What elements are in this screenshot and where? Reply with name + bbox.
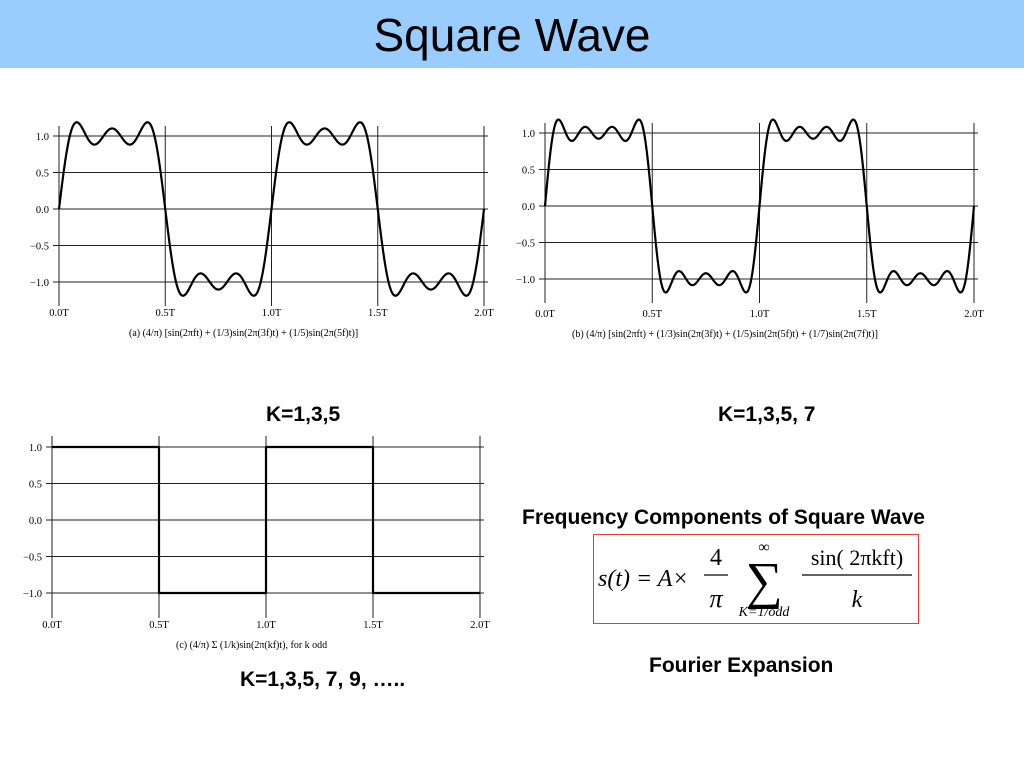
chart-caption: (b) (4/π) [sin(2πft) + (1/3)sin(2π(3f)t)…	[572, 329, 878, 340]
y-tick-label: 0.0	[36, 205, 49, 216]
chart-svg: 1.0 0.5 0.0 −0.5 −1.0 0.0T 0.5T 1.0T 1.5T 2.0T (a)…	[30, 121, 494, 339]
k-label-b: K=1,3,5, 7	[718, 403, 816, 426]
sigma-icon: ∑	[745, 553, 782, 610]
x-tick-label: 0.5T	[155, 308, 175, 319]
y-tick-label: 0.5	[522, 166, 535, 177]
series-line	[52, 445, 480, 595]
x-tick-label: 0.0T	[42, 620, 62, 631]
x-tick-label: 1.0T	[256, 620, 276, 631]
chart-svg: 1.0 0.5 0.0 −0.5 −1.0 0.0T 0.5T 1.0T 1.5T 2.0T (b)…	[516, 118, 984, 340]
frequency-components-title: Frequency Components of Square Wave	[522, 506, 925, 529]
y-tick-label: −1.0	[30, 278, 49, 289]
y-tick-label: 0.0	[29, 516, 42, 527]
x-tick-label: 0.5T	[149, 620, 169, 631]
x-tick-label: 1.5T	[368, 308, 388, 319]
x-tick-label: 1.5T	[857, 309, 877, 320]
formula-lhs: s(t) = A×	[598, 566, 689, 592]
y-tick-label: 1.0	[522, 129, 535, 140]
x-tick-label: 0.5T	[642, 309, 662, 320]
x-tick-label: 1.0T	[262, 308, 282, 319]
chart-caption: (c) (4/π) Σ (1/k)sin(2π(kf)t), for k odd	[176, 640, 327, 651]
y-tick-label: −1.0	[23, 589, 42, 600]
x-tick-label: 0.0T	[49, 308, 69, 319]
y-tick-label: 1.0	[36, 132, 49, 143]
x-tick-label: 0.0T	[535, 309, 555, 320]
page-title: Square Wave	[373, 9, 651, 61]
plot-a: 1.0 0.5 0.0 −0.5 −1.0 0.0T 0.5T 1.0T 1.5T 2.0T (a)…	[12, 118, 502, 348]
formula: s(t) = A× 4 π ∞ ∑ K=1/odd sin( 2πkft) k	[598, 539, 912, 620]
formula-box: s(t) = A× 4 π ∞ ∑ K=1/odd sin( 2πkft) k	[593, 534, 919, 624]
chart-caption: (a) (4/π) [sin(2πft) + (1/3)sin(2π(3f)t)…	[129, 328, 358, 339]
plot-c: 1.0 0.5 0.0 −0.5 −1.0 0.0T 0.5T 1.0T 1.5T 2.0T (c)…	[12, 430, 502, 655]
series-line	[543, 118, 976, 294]
formula-lower-limit: K=1/odd	[738, 605, 791, 620]
y-tick-label: −0.5	[23, 553, 42, 564]
y-tick-label: 0.5	[29, 480, 42, 491]
x-tick-label: 2.0T	[964, 309, 984, 320]
k-label-c: K=1,3,5, 7, 9, …..	[240, 668, 406, 691]
y-tick-label: 0.5	[36, 169, 49, 180]
formula-upper-limit: ∞	[758, 539, 769, 556]
y-tick-label: −0.5	[516, 239, 535, 250]
k-label-a: K=1,3,5	[266, 403, 341, 426]
formula-numerator: 4	[710, 545, 722, 571]
x-tick-label: 1.5T	[363, 620, 383, 631]
formula-denominator: π	[709, 584, 723, 613]
x-tick-label: 1.0T	[750, 309, 770, 320]
x-tick-label: 2.0T	[474, 308, 494, 319]
series-line	[57, 121, 486, 297]
formula-fraction-denominator: k	[852, 587, 863, 613]
fourier-expansion-title: Fourier Expansion	[649, 654, 834, 677]
y-tick-label: −0.5	[30, 242, 49, 253]
y-tick-label: 0.0	[522, 202, 535, 213]
y-tick-label: −1.0	[516, 275, 535, 286]
x-tick-label: 2.0T	[470, 620, 490, 631]
formula-fraction-numerator: sin( 2πkft)	[811, 545, 903, 570]
chart-svg: 1.0 0.5 0.0 −0.5 −1.0 0.0T 0.5T 1.0T 1.5T 2.0T (c)…	[23, 436, 490, 651]
y-tick-label: 1.0	[29, 443, 42, 454]
title-bar: Square Wave	[0, 0, 1024, 68]
plot-b: 1.0 0.5 0.0 −0.5 −1.0 0.0T 0.5T 1.0T 1.5T 2.0T (b)…	[512, 115, 1012, 348]
